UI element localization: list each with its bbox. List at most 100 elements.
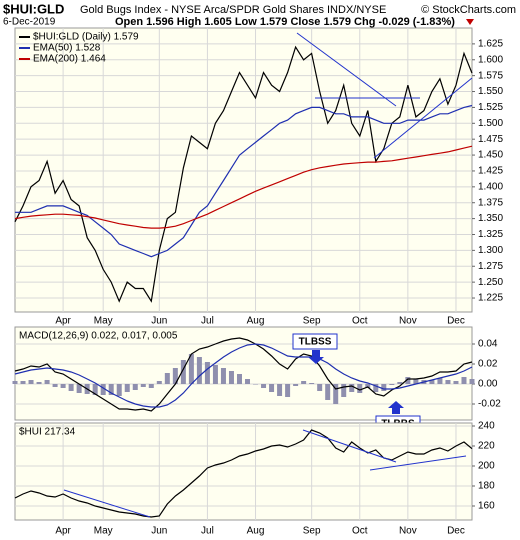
histogram-bar	[140, 384, 146, 387]
x-tick-label: Apr	[55, 526, 71, 537]
annotation: TLBSS	[299, 337, 332, 348]
copyright: © StockCharts.com	[421, 4, 516, 16]
y-tick-label: 1.425	[478, 166, 503, 177]
y-tick-label: 220	[478, 441, 495, 452]
x-tick-label: Jun	[151, 316, 167, 327]
histogram-bar	[156, 381, 162, 384]
line	[15, 104, 473, 258]
x-tick-label: Sep	[303, 316, 321, 327]
histogram-bar	[397, 382, 403, 384]
histogram-bar	[429, 380, 435, 384]
x-tick-label: Dec	[447, 316, 465, 327]
panel	[14, 422, 473, 521]
y-tick-label: 1.600	[478, 54, 503, 65]
x-tick-label: Jul	[201, 316, 214, 327]
x-tick-label: May	[94, 526, 113, 537]
y-tick-label: 1.325	[478, 229, 503, 240]
date: 6-Dec-2019	[3, 17, 56, 28]
panel	[14, 27, 473, 313]
histogram-bar	[188, 354, 194, 384]
x-tick-label: Jun	[151, 526, 167, 537]
annotation-box	[292, 333, 338, 350]
y-tick-label: 1.450	[478, 150, 503, 161]
histogram-bar	[453, 381, 459, 384]
histogram-bar	[469, 379, 475, 384]
histogram-bar	[28, 380, 34, 384]
trendline	[369, 455, 467, 471]
histogram-bar	[228, 371, 234, 384]
trendline	[302, 429, 397, 463]
y-tick-label: 1.225	[478, 293, 503, 304]
y-tick-label: 1.375	[478, 197, 503, 208]
y-tick-label: 1.350	[478, 213, 503, 224]
y-tick-label: 0.02	[478, 359, 498, 370]
histogram-bar	[132, 384, 138, 390]
histogram-bar	[60, 384, 66, 388]
histogram-bar	[461, 377, 467, 384]
histogram-bar	[245, 379, 251, 384]
histogram-bar	[92, 384, 98, 395]
quote: Open 1.596 High 1.605 Low 1.579 Close 1.…	[115, 16, 455, 28]
x-tick-label: Aug	[247, 526, 265, 537]
x-tick-label: May	[94, 316, 113, 327]
histogram-bar	[52, 384, 58, 387]
histogram-bar	[20, 381, 26, 384]
y-tick-label: 1.550	[478, 86, 503, 97]
histogram-bar	[445, 380, 451, 384]
x-tick-label: Sep	[303, 526, 321, 537]
y-tick-label: 160	[478, 501, 495, 512]
histogram-bar	[381, 384, 387, 391]
histogram-bar	[269, 384, 275, 392]
arrow	[308, 350, 324, 364]
histogram-bar	[301, 381, 307, 384]
y-tick-label: 0.00	[478, 379, 498, 390]
y-tick-label: 1.525	[478, 102, 503, 113]
histogram-bar	[261, 384, 267, 388]
panels: 1.225 1.250 1.275 1.300 1.325 1.350 1.375 1.400…	[12, 27, 503, 537]
histogram-bar	[100, 384, 106, 395]
y-tick-label: 1.300	[478, 245, 503, 256]
trendline	[63, 489, 151, 518]
y-tick-label: 0.04	[478, 339, 498, 350]
x-tick-label: Apr	[55, 316, 71, 327]
histogram-bar	[76, 384, 82, 393]
histogram-bar	[333, 384, 339, 404]
x-tick-label: Nov	[399, 316, 417, 327]
x-tick-label: Jul	[201, 526, 214, 537]
line	[14, 343, 473, 408]
x-tick-label: Oct	[352, 526, 368, 537]
y-tick-label: 1.250	[478, 277, 503, 288]
histogram-bar	[124, 384, 130, 392]
histogram-bar	[293, 384, 299, 386]
y-tick-label: 1.400	[478, 181, 503, 192]
legend-label: EMA(50) 1.528	[33, 43, 101, 54]
histogram-bar	[172, 368, 178, 384]
panel-label: $HUI 217.34	[19, 427, 76, 438]
arrow	[388, 401, 404, 414]
histogram-bar	[204, 362, 210, 384]
panel-label: MACD(12,26,9) 0.022, 0.017, 0.005	[19, 331, 178, 342]
histogram-bar	[437, 378, 443, 384]
histogram-bar	[277, 384, 283, 396]
histogram-bar	[180, 360, 186, 384]
histogram-bar	[148, 384, 154, 388]
histogram-bar	[365, 384, 371, 388]
histogram-bar	[44, 380, 50, 384]
histogram-bar	[212, 365, 218, 384]
line	[14, 145, 473, 229]
y-tick-label: -0.02	[478, 399, 501, 410]
trendlines	[63, 32, 473, 518]
histogram-bar	[116, 384, 122, 396]
down-marker	[466, 19, 474, 25]
line	[14, 45, 473, 303]
legend-label: $HUI:GLD (Daily) 1.579	[33, 32, 139, 43]
histogram-bar	[108, 384, 114, 395]
histogram-bar	[413, 379, 419, 384]
histogram-bar	[357, 384, 363, 393]
histogram-bar	[349, 384, 355, 392]
histogram-bar	[236, 374, 242, 384]
x-tick-label: Nov	[399, 526, 417, 537]
histogram-bar	[253, 384, 259, 385]
x-tick-label: Oct	[352, 316, 368, 327]
